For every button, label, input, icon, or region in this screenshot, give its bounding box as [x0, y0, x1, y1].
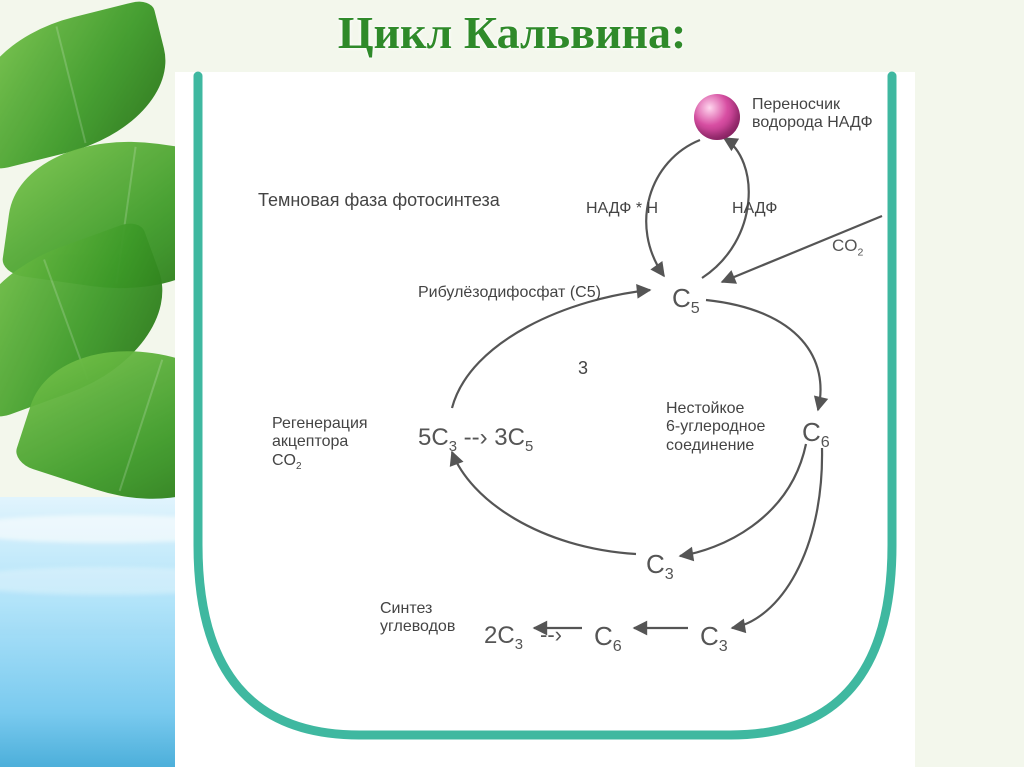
nadf-carrier-icon	[694, 94, 740, 140]
node-c5: C5	[672, 284, 700, 318]
nadf-carrier-label: Переносчикводорода НАДФ	[752, 96, 873, 133]
label-synth: Синтезуглеводов	[380, 600, 455, 637]
node-conversion: 5C3 --› 3C5	[418, 424, 533, 456]
arrow-conv-to-c5	[452, 290, 650, 408]
node-c3-cycle: C3	[646, 550, 674, 584]
node-2c3: 2C3	[484, 622, 523, 654]
arrow-c3a-to-conv	[452, 452, 636, 554]
label-nadf: НАДФ	[732, 200, 777, 218]
label-nadf-h: НАДФ * Н	[586, 200, 658, 218]
arrow-text-1: --›	[540, 622, 562, 647]
label-unstable: Нестойкое6-углеродноесоединение	[666, 400, 765, 455]
arrow-c6-to-c3b	[732, 448, 822, 628]
stage: Цикл Кальвина: Переносчикводорода НАДФТе…	[0, 0, 1024, 767]
arrow-cycle-right	[706, 300, 821, 410]
label-three: 3	[578, 358, 588, 379]
label-co2: CO2	[832, 236, 863, 259]
node-c6: C6	[802, 418, 830, 452]
label-regen: РегенерацияакцептораCO2	[272, 415, 368, 472]
node-c3-out: C3	[700, 622, 728, 656]
node-c6-product: C6	[594, 622, 622, 656]
arrow-c6-to-c3a	[680, 444, 806, 556]
label-rubp: Рибулёзодифосфат (C5)	[418, 284, 601, 302]
label-dark-phase: Темновая фаза фотосинтеза	[258, 190, 500, 211]
